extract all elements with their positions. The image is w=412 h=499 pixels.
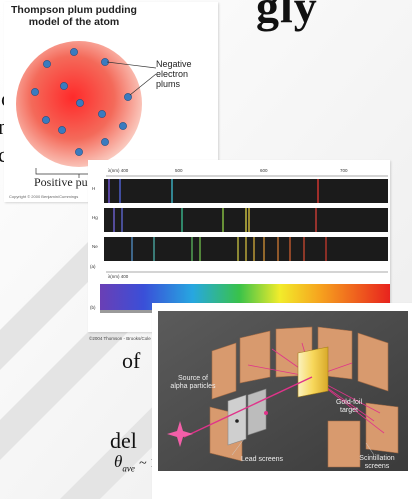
body-text-fragment-3: c (0, 142, 8, 168)
alpha-source-label: Source of alpha particles (170, 375, 216, 390)
hydrogen-spectrum-strip (104, 179, 388, 203)
positive-pudding-label: Positive pu (34, 175, 88, 189)
negative-electron-plums-label: Negative electron plums (156, 59, 192, 89)
alpha-source-icon (167, 421, 193, 447)
gold-foil-target (297, 346, 329, 398)
spectra-copyright: ©2004 Thomson - Brooks/Cole (89, 336, 151, 341)
formula-subscript: ave (122, 463, 135, 474)
spectra-tick-500: 500 (175, 168, 183, 173)
gold-foil-target-label: Gold-foil target (335, 399, 363, 414)
body-text-fragment-4: of (122, 348, 141, 373)
spectra-axis-unit-bottom: λ(nm) 400 (108, 274, 129, 279)
spectra-lines-diagram (100, 175, 390, 313)
spectrum-tag-hg: Hg (92, 215, 98, 220)
scintillation-screens-label: Scintillation screens (359, 455, 395, 470)
spectra-panel-tag-a: (a) (90, 264, 96, 269)
electron-plums (31, 48, 132, 156)
spectra-tick-700: 700 (340, 168, 348, 173)
spectra-panel-tag-b: (b) (90, 305, 96, 310)
slide-title-fragment: gly (256, 0, 318, 32)
plum-pudding-atom-diagram (16, 41, 157, 178)
gold-foil-experiment-figure: Source of alpha particles Gold-foil targ… (152, 303, 412, 499)
spectrum-tag-ne: Ne (92, 244, 98, 249)
thomson-copyright: Copyright © 2000 Benjamin/Cummings (9, 194, 79, 199)
spectra-tick-600: 600 (260, 168, 268, 173)
lead-screen-back (247, 388, 267, 436)
thomson-figure-title: Thompson plum pudding model of the atom (11, 4, 137, 28)
spectrum-tag-h: H (92, 186, 96, 191)
gold-foil-apparatus-diagram (158, 311, 408, 471)
formula-theta: θ (114, 452, 123, 471)
spectra-axis-unit-top: λ(nm) 400 (108, 168, 129, 173)
body-text-fragment-5: del (110, 428, 137, 453)
lead-screens-label: Lead screens (240, 456, 284, 463)
